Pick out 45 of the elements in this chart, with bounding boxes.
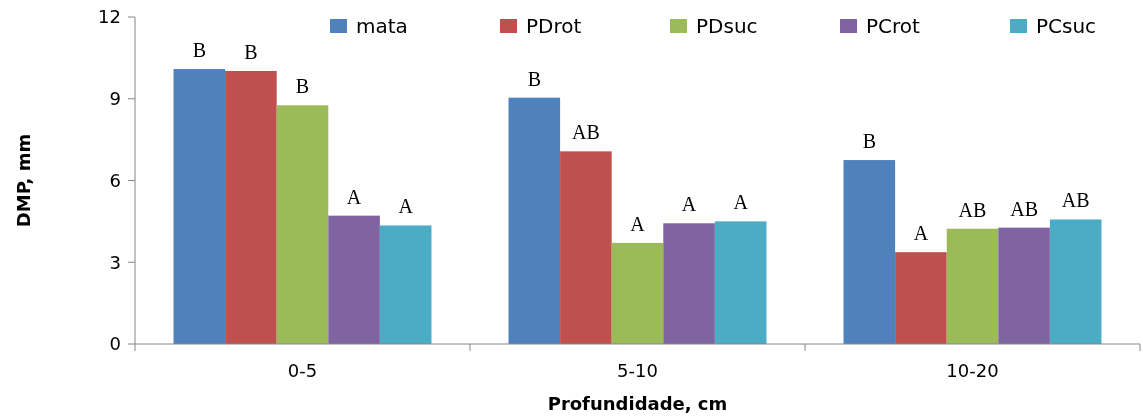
- x-tick-label: 10-20: [946, 360, 999, 381]
- x-axis-title: Profundidade, cm: [547, 393, 728, 414]
- bar: [611, 242, 664, 344]
- y-tick-label: 9: [109, 88, 121, 110]
- legend-label: PCrot: [866, 14, 921, 38]
- y-tick-label: 3: [109, 251, 121, 273]
- bar: [895, 252, 947, 344]
- bar: [379, 225, 432, 344]
- data-label: A: [733, 191, 749, 214]
- x-tick-label: 5-10: [617, 360, 658, 381]
- x-tick-label: 0-5: [287, 360, 318, 381]
- data-label: A: [681, 193, 697, 216]
- data-label: B: [295, 75, 310, 98]
- y-tick-label: 6: [109, 169, 121, 191]
- data-label: AB: [572, 121, 600, 144]
- data-label: AB: [1010, 197, 1038, 220]
- legend-label: mata: [356, 14, 408, 38]
- y-tick-label: 12: [98, 6, 121, 28]
- bar: [508, 97, 561, 344]
- bar: [714, 221, 767, 344]
- bar: [663, 223, 715, 344]
- data-label: B: [862, 130, 876, 153]
- bar: [276, 105, 329, 344]
- data-label: A: [913, 222, 929, 245]
- data-label: A: [398, 195, 414, 218]
- data-label: AB: [1061, 189, 1090, 212]
- bar: [998, 227, 1050, 344]
- bar: [328, 215, 380, 344]
- data-label: B: [244, 40, 258, 63]
- bar: [225, 70, 277, 344]
- data-label: A: [346, 185, 362, 208]
- bar: [1049, 219, 1102, 344]
- y-tick-label: 0: [109, 333, 121, 355]
- data-label: A: [630, 212, 646, 235]
- data-label: B: [192, 39, 206, 62]
- y-axis-title: DMP, mm: [13, 133, 34, 228]
- legend-label: PDrot: [526, 14, 582, 38]
- bar: [173, 69, 226, 344]
- legend-label: PDsuc: [696, 14, 758, 38]
- bar: [560, 151, 612, 344]
- legend-label: PCsuc: [1036, 14, 1097, 38]
- data-label: B: [527, 67, 541, 90]
- bar: [843, 160, 896, 344]
- bar: [946, 228, 999, 344]
- data-label: AB: [958, 198, 987, 221]
